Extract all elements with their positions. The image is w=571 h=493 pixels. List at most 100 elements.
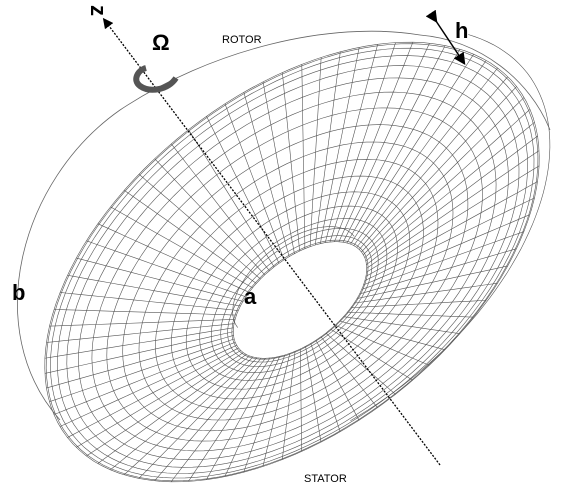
mesh-radial	[243, 354, 286, 473]
mesh-radial	[310, 343, 341, 432]
mesh-ring	[138, 141, 454, 421]
mesh-radial	[356, 67, 498, 248]
mesh-radial	[53, 342, 236, 415]
mesh-radial	[67, 275, 241, 307]
mesh-radial	[262, 353, 291, 467]
mesh-radial	[46, 323, 235, 343]
mesh-radial	[305, 346, 322, 443]
mesh-radial	[188, 129, 275, 268]
mesh-radial	[86, 352, 244, 457]
mesh-radial	[206, 357, 276, 480]
mesh-radial	[97, 354, 247, 464]
mesh-radial	[361, 86, 517, 253]
mesh-radial	[353, 60, 487, 246]
mesh-radial	[330, 328, 413, 381]
mesh-radial	[339, 320, 446, 351]
mesh-radial	[67, 347, 239, 438]
mesh-radial	[281, 351, 296, 460]
stator-label: STATOR	[304, 473, 347, 485]
mesh-radial	[282, 72, 300, 252]
mesh-radial	[366, 135, 538, 265]
mesh-radial	[300, 349, 302, 452]
h-arrow	[425, 9, 466, 65]
mesh-radial	[123, 356, 254, 476]
mesh-radial	[363, 97, 525, 255]
mesh-radial	[301, 64, 306, 249]
mesh-radial	[324, 44, 378, 243]
mesh-radial	[206, 116, 280, 264]
mesh-radial	[325, 332, 396, 395]
mesh-radial	[329, 42, 396, 243]
mesh-radial	[356, 265, 508, 299]
mesh-radial	[49, 338, 235, 402]
mesh-radial	[224, 356, 280, 477]
mesh-radial	[54, 309, 237, 316]
mesh-radial	[359, 248, 517, 295]
mesh-radial	[309, 57, 322, 247]
mesh-radial	[365, 122, 535, 262]
mesh	[44, 34, 551, 483]
mesh-radial	[97, 223, 250, 293]
mesh-ring	[155, 158, 439, 410]
mesh-radial	[59, 345, 237, 427]
mesh-radial	[49, 319, 236, 327]
mesh-radial	[86, 240, 246, 298]
mesh-radial	[342, 45, 446, 243]
mesh-radial	[46, 335, 234, 389]
mesh-radial	[262, 81, 295, 254]
mesh-radial	[334, 42, 414, 242]
rotation-arrow	[133, 65, 179, 93]
mesh-radial	[320, 47, 360, 244]
mesh-radial	[44, 331, 234, 374]
rotor-label: ROTOR	[222, 34, 262, 46]
mesh-radial	[320, 336, 378, 408]
mesh-radial	[76, 257, 244, 302]
mesh-radial	[335, 324, 430, 366]
mesh-ring	[45, 43, 539, 482]
mesh-radial	[343, 316, 460, 334]
mesh-radial	[170, 358, 266, 482]
mesh-radial	[60, 292, 239, 311]
mesh-ring	[50, 47, 535, 479]
mesh-radial	[154, 358, 262, 481]
mesh-radial	[243, 92, 290, 257]
mesh-radial	[358, 76, 509, 250]
rim-edge	[350, 34, 551, 421]
mesh-radial	[366, 150, 540, 269]
mesh-radial	[138, 173, 261, 280]
mesh-radial	[314, 51, 341, 246]
mesh-radial	[188, 357, 271, 482]
hole-wall	[232, 226, 355, 328]
mesh-radial	[44, 327, 234, 359]
a-label: a	[244, 284, 257, 309]
mesh-radial	[138, 357, 258, 479]
h-label: h	[455, 18, 468, 43]
mesh-radial	[76, 350, 241, 448]
mesh-radial	[364, 197, 535, 281]
b-label: b	[12, 280, 25, 305]
mesh-radial	[110, 206, 253, 289]
mesh-radial	[224, 103, 285, 260]
mesh-radial	[110, 355, 250, 471]
omega-label: Ω	[152, 30, 170, 55]
mesh-ring	[199, 205, 398, 381]
z-axis	[102, 17, 441, 466]
outline-arc	[17, 30, 421, 421]
mesh-radial	[350, 54, 474, 245]
z-label: z	[86, 5, 111, 16]
mesh-radial	[315, 340, 360, 421]
mesh-ring	[57, 55, 529, 474]
mesh-radial	[124, 190, 257, 284]
mesh-ring	[78, 77, 509, 461]
mesh-ring	[44, 41, 540, 483]
mesh-radial	[154, 158, 266, 275]
mesh-radial	[347, 311, 474, 318]
mesh-radial	[350, 300, 487, 308]
mesh-radial	[171, 143, 270, 271]
mesh-radial	[365, 181, 538, 277]
mesh-radial	[338, 43, 430, 242]
mesh-radial	[354, 282, 498, 304]
mesh-radial	[366, 165, 540, 273]
mesh-radial	[363, 214, 531, 286]
